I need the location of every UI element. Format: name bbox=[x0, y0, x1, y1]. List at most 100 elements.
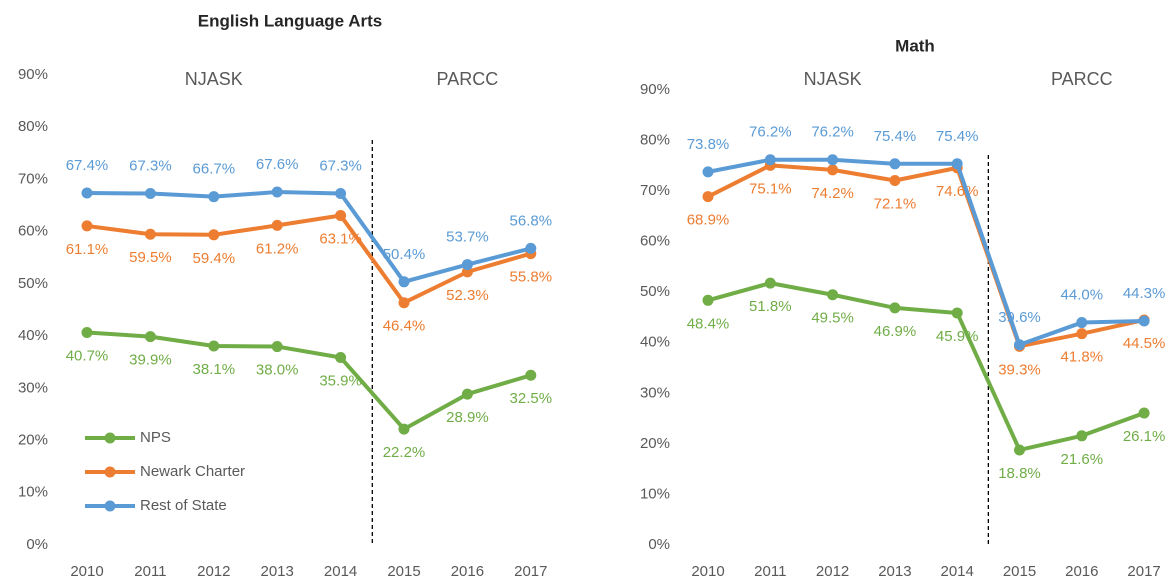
x-tick-label: 2014 bbox=[324, 563, 357, 580]
x-tick-label: 2013 bbox=[878, 563, 911, 580]
data-label: 40.7% bbox=[66, 347, 109, 364]
series-line bbox=[707, 281, 1145, 452]
data-point bbox=[525, 242, 537, 254]
data-point bbox=[144, 228, 156, 240]
data-label: 39.9% bbox=[129, 352, 172, 369]
data-label: 76.2% bbox=[811, 124, 854, 141]
data-point bbox=[271, 219, 283, 231]
annotation: NJASK bbox=[804, 69, 862, 89]
chart-title: Math bbox=[895, 36, 935, 55]
data-point bbox=[461, 259, 473, 271]
x-tick-label: 2011 bbox=[754, 563, 786, 580]
y-tick-label: 40% bbox=[640, 334, 670, 351]
data-label: 35.9% bbox=[319, 372, 362, 389]
y-tick-label: 80% bbox=[640, 132, 670, 149]
data-point bbox=[208, 229, 220, 241]
x-tick-label: 2010 bbox=[70, 563, 103, 580]
data-label: 51.8% bbox=[749, 298, 792, 315]
data-label: 22.2% bbox=[383, 444, 426, 461]
data-label: 61.1% bbox=[66, 241, 109, 258]
y-tick-label: 90% bbox=[640, 81, 670, 98]
data-point bbox=[1138, 407, 1150, 419]
y-tick-label: 60% bbox=[640, 233, 670, 250]
data-point bbox=[764, 277, 776, 289]
data-label: 59.5% bbox=[129, 249, 172, 266]
data-point bbox=[335, 209, 347, 221]
x-tick-label: 2012 bbox=[197, 563, 230, 580]
data-point bbox=[208, 340, 220, 352]
data-point bbox=[81, 187, 93, 199]
data-point bbox=[1076, 317, 1088, 329]
data-label: 63.1% bbox=[319, 230, 362, 247]
data-label: 38.1% bbox=[193, 361, 236, 378]
data-point bbox=[889, 174, 901, 186]
data-label: 46.4% bbox=[383, 318, 426, 335]
data-label: 68.9% bbox=[687, 212, 730, 229]
data-point bbox=[81, 220, 93, 232]
data-label: 75.4% bbox=[874, 128, 917, 145]
data-label: 18.8% bbox=[998, 465, 1041, 482]
y-tick-label: 10% bbox=[640, 485, 670, 502]
y-tick-label: 20% bbox=[640, 435, 670, 452]
data-point bbox=[398, 423, 410, 435]
data-label: 21.6% bbox=[1061, 451, 1104, 468]
y-tick-label: 50% bbox=[18, 275, 48, 292]
data-point bbox=[398, 297, 410, 309]
x-tick-label: 2011 bbox=[134, 563, 166, 580]
data-label: 39.3% bbox=[998, 361, 1041, 378]
data-label: 67.6% bbox=[256, 156, 299, 173]
data-point bbox=[702, 294, 714, 306]
x-tick-label: 2016 bbox=[1065, 563, 1098, 580]
data-point bbox=[889, 158, 901, 170]
y-tick-label: 60% bbox=[18, 223, 48, 240]
series-line bbox=[86, 330, 532, 432]
data-label: 28.9% bbox=[446, 409, 489, 426]
data-label: 38.0% bbox=[256, 362, 299, 379]
data-label: 67.3% bbox=[319, 158, 362, 175]
series-line bbox=[707, 157, 1145, 347]
x-tick-label: 2014 bbox=[941, 563, 974, 580]
data-point bbox=[764, 154, 776, 166]
legend-label: Rest of State bbox=[140, 497, 227, 514]
data-point bbox=[208, 191, 220, 203]
data-point bbox=[461, 388, 473, 400]
y-tick-label: 70% bbox=[640, 182, 670, 199]
y-tick-label: 40% bbox=[18, 327, 48, 344]
legend-marker bbox=[104, 500, 116, 512]
legend-label: NPS bbox=[140, 429, 171, 446]
data-point bbox=[271, 186, 283, 198]
y-tick-label: 70% bbox=[18, 170, 48, 187]
data-label: 39.6% bbox=[998, 309, 1041, 326]
legend-marker bbox=[104, 466, 116, 478]
data-label: 41.8% bbox=[1061, 349, 1104, 366]
data-point bbox=[827, 154, 839, 166]
data-label: 44.0% bbox=[1061, 287, 1104, 304]
annotation: PARCC bbox=[437, 69, 499, 89]
y-tick-label: 30% bbox=[640, 384, 670, 401]
data-label: 74.2% bbox=[811, 185, 854, 202]
series-line bbox=[86, 189, 532, 284]
y-tick-label: 80% bbox=[18, 118, 48, 135]
data-point bbox=[1138, 315, 1150, 327]
data-label: 53.7% bbox=[446, 229, 489, 246]
y-tick-label: 10% bbox=[18, 484, 48, 501]
data-label: 72.1% bbox=[874, 195, 917, 212]
y-tick-label: 0% bbox=[26, 536, 48, 553]
data-point bbox=[144, 331, 156, 343]
data-label: 46.9% bbox=[874, 323, 917, 340]
data-point bbox=[398, 276, 410, 288]
data-label: 52.3% bbox=[446, 287, 489, 304]
data-label: 74.6% bbox=[936, 183, 979, 200]
x-tick-label: 2015 bbox=[1003, 563, 1036, 580]
data-point bbox=[81, 326, 93, 338]
x-tick-label: 2013 bbox=[261, 563, 294, 580]
data-point bbox=[335, 188, 347, 200]
data-point bbox=[951, 307, 963, 319]
data-label: 67.4% bbox=[66, 157, 109, 174]
data-point bbox=[1014, 444, 1025, 456]
y-tick-label: 50% bbox=[640, 283, 670, 300]
data-label: 48.4% bbox=[687, 315, 730, 332]
data-point bbox=[827, 289, 839, 301]
data-label: 59.4% bbox=[193, 250, 236, 267]
